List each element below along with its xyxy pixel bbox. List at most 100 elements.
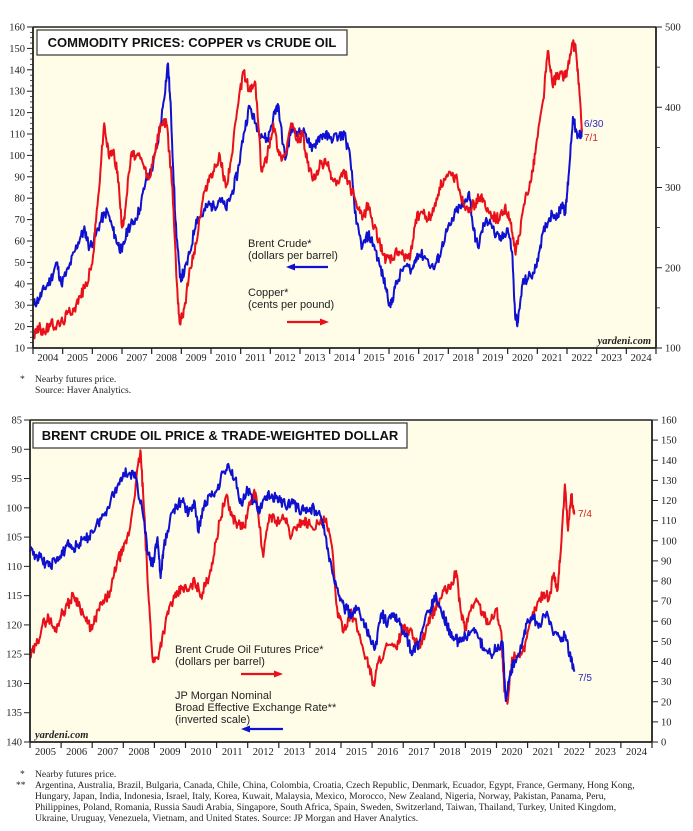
x-tick-label: 2020 (502, 747, 523, 758)
legend-brent-label: Brent Crude Oil Futures Price* (175, 644, 324, 656)
left-tick-label: 90 (12, 445, 23, 456)
left-tick-label: 120 (9, 108, 25, 119)
left-tick-label: 90 (15, 172, 26, 183)
right-tick-label: 40 (661, 657, 672, 668)
left-tick-label: 100 (6, 503, 22, 514)
left-tick-label: 40 (15, 279, 26, 290)
x-tick-label: 2018 (453, 353, 474, 364)
right-tick-label: 100 (661, 536, 677, 547)
right-tick-label: 30 (661, 677, 672, 688)
x-tick-label: 2004 (37, 353, 59, 364)
legend-jpm-note: (inverted scale) (175, 714, 250, 726)
left-tick-label: 140 (6, 738, 22, 749)
legend-brent-arrow-icon (286, 263, 328, 271)
left-tick-label: 60 (15, 237, 26, 248)
legend-jpm-label: JP Morgan Nominal (175, 690, 271, 702)
series-line-left-axis (32, 62, 583, 328)
right-tick-label: 300 (665, 183, 681, 194)
x-tick-label: 2011 (245, 353, 266, 364)
legend-copper-unit: (cents per pound) (248, 299, 334, 311)
left-tick-label: 70 (15, 215, 26, 226)
x-tick-label: 2015 (346, 747, 367, 758)
left-tick-label: 120 (6, 620, 22, 631)
x-tick-label: 2012 (253, 747, 274, 758)
x-tick-label: 2024 (631, 353, 653, 364)
left-tick-label: 95 (12, 474, 23, 485)
footnotes-chart2: * Nearby futures price. ** Argentina, Au… (16, 769, 690, 829)
footnote-countries: Philippines, Poland, Romania, Russia Sau… (35, 802, 617, 813)
chart-brent-vs-dollar: BRENT CRUDE OIL PRICE & TRADE-WEIGHTED D… (6, 416, 677, 759)
footnote-countries: Hungary, Japan, India, Indonesia, Israel… (35, 791, 606, 802)
left-tick-label: 85 (12, 416, 23, 427)
x-tick-label: 2021 (542, 353, 563, 364)
chart-title: COMMODITY PRICES: COPPER vs CRUDE OIL (48, 35, 337, 50)
right-tick-label: 90 (661, 556, 672, 567)
x-tick-label: 2019 (470, 747, 491, 758)
left-tick-label: 115 (7, 591, 22, 602)
left-tick-label: 110 (7, 562, 22, 573)
x-tick-label: 2009 (159, 747, 180, 758)
x-tick-label: 2005 (67, 353, 88, 364)
right-tick-label: 160 (661, 416, 677, 427)
x-tick-label: 2019 (482, 353, 503, 364)
right-tick-label: 60 (661, 617, 672, 628)
x-tick-label: 2017 (423, 353, 444, 364)
x-tick-label: 2006 (97, 353, 118, 364)
right-tick-label: 200 (665, 263, 681, 274)
x-tick-label: 2008 (156, 353, 177, 364)
right-tick-label: 500 (665, 23, 681, 34)
right-tick-label: 400 (665, 103, 681, 114)
left-tick-label: 130 (6, 679, 22, 690)
right-tick-label: 140 (661, 456, 677, 467)
left-tick-label: 160 (9, 23, 25, 34)
footnote-source: Source: Haver Analytics. (35, 385, 132, 396)
series-line-right-axis (32, 39, 583, 340)
x-tick-label: 2015 (364, 353, 385, 364)
right-tick-label: 150 (661, 436, 677, 447)
right-tick-label: 20 (661, 697, 672, 708)
x-tick-label: 2012 (275, 353, 296, 364)
x-tick-label: 2008 (128, 747, 149, 758)
left-tick-label: 105 (6, 533, 22, 544)
x-tick-label: 2016 (393, 353, 414, 364)
left-tick-label: 10 (15, 344, 26, 355)
chart-copper-vs-crude: COMMODITY PRICES: COPPER vs CRUDE OIL 10… (9, 23, 681, 365)
footnotes-chart1: * Nearby futures price. Source: Haver An… (20, 374, 620, 398)
right-tick-label: 130 (661, 476, 677, 487)
x-tick-label: 2010 (215, 353, 236, 364)
left-tick-label: 130 (9, 87, 25, 98)
x-tick-label: 2014 (315, 747, 337, 758)
title-box (36, 29, 348, 56)
legend-brent-unit: (dollars per barrel) (175, 656, 265, 668)
title-box (32, 422, 408, 449)
end-label-copper: 7/1 (584, 133, 598, 144)
left-tick-label: 135 (6, 708, 22, 719)
x-tick-label: 2006 (66, 747, 87, 758)
right-tick-label: 120 (661, 496, 677, 507)
x-tick-label: 2023 (601, 353, 622, 364)
left-tick-label: 100 (9, 151, 25, 162)
left-tick-label: 20 (15, 322, 26, 333)
legend-jpm-arrow-icon (241, 725, 283, 733)
x-tick-label: 2022 (571, 353, 592, 364)
end-label-brent: 6/30 (584, 119, 604, 130)
footnote-mark: * (20, 374, 25, 385)
left-tick-label: 50 (15, 258, 26, 269)
brand-label: yardeni.com (596, 336, 651, 347)
end-label-brent: 7/4 (578, 509, 592, 520)
x-tick-label: 2014 (334, 353, 356, 364)
footnote-mark: ** (16, 780, 26, 791)
legend-copper-label: Copper* (248, 287, 289, 299)
series-line-left-axis (29, 462, 576, 702)
x-tick-label: 2024 (626, 747, 648, 758)
left-tick-label: 110 (10, 130, 25, 141)
x-tick-label: 2009 (186, 353, 207, 364)
footnote-line: Nearby futures price. (35, 374, 117, 385)
footnote-mark: * (20, 769, 25, 780)
right-tick-label: 10 (661, 717, 672, 728)
end-label-jpm: 7/5 (578, 673, 592, 684)
legend-brent-label: Brent Crude* (248, 238, 312, 250)
x-tick-label: 2011 (222, 747, 243, 758)
legend-copper-arrow-icon (287, 318, 329, 326)
x-tick-label: 2013 (284, 747, 305, 758)
